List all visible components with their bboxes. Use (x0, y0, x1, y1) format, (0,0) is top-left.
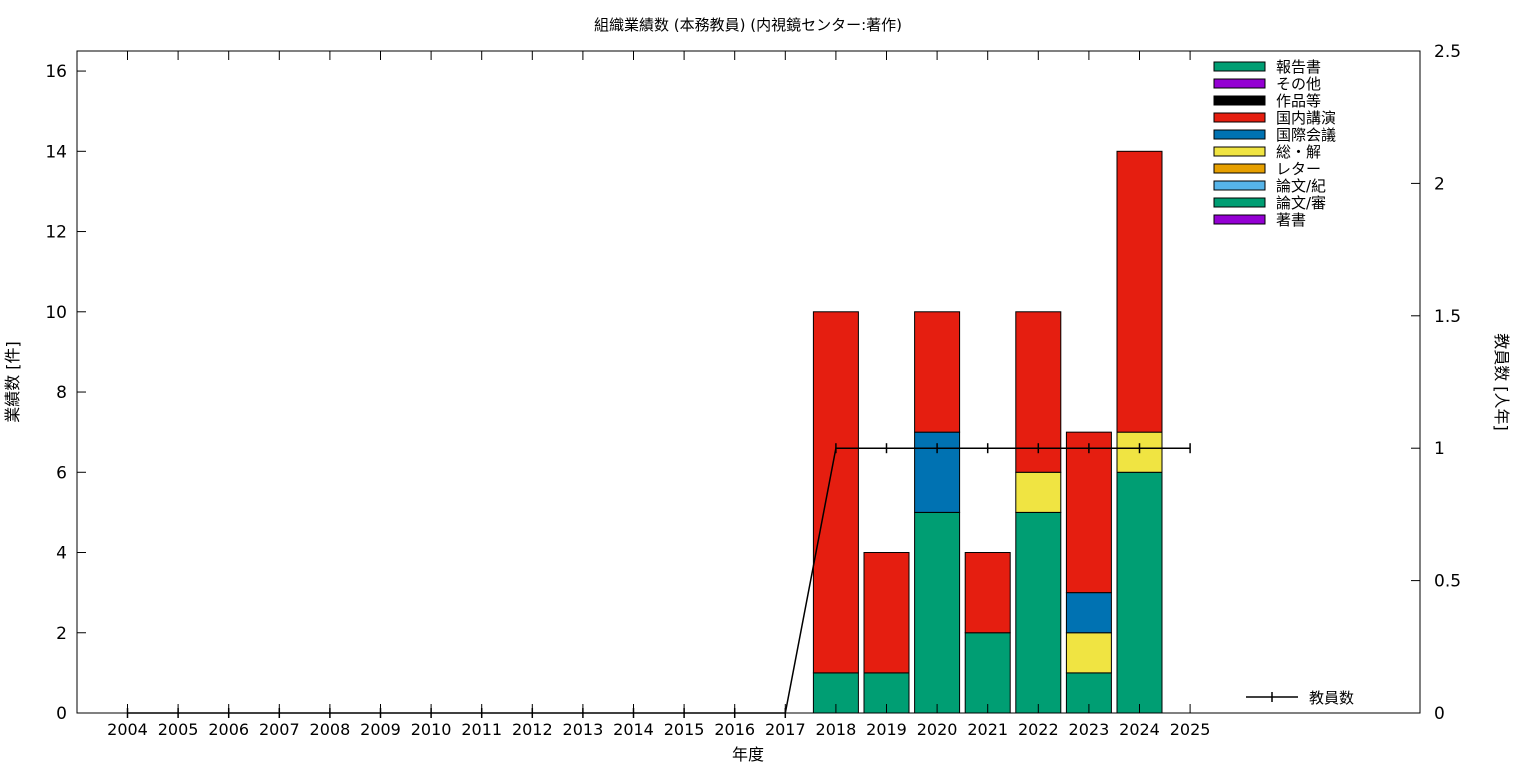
x-tick-label: 2020 (917, 720, 958, 739)
y2-axis-label: 教員数 [人年] (1492, 333, 1511, 431)
y2-tick-label: 2.5 (1434, 42, 1461, 62)
bars-layer (812, 150, 1163, 714)
bar-2022-論文/審 (1015, 511, 1062, 714)
plot-frame (76, 50, 1421, 714)
y-tick-label: 10 (45, 303, 67, 323)
x-axis-label: 年度 (732, 745, 764, 764)
y-axis-label: 業績数 [件] (3, 341, 22, 423)
x-tick-label: 2009 (360, 720, 401, 739)
y2-tick-label: 0.5 (1434, 572, 1461, 592)
x-tick-label: 2015 (664, 720, 705, 739)
x-tick-label: 2021 (967, 720, 1008, 739)
bar-2023-国際会議 (1065, 592, 1112, 634)
y2-tick-label: 1.5 (1434, 307, 1461, 327)
bar-2023-国内講演 (1065, 431, 1112, 594)
x-tick-label: 2006 (208, 720, 249, 739)
legend-label-著書: 著書 (1276, 211, 1306, 229)
y-tick-label: 12 (45, 223, 67, 243)
x-tick-label: 2018 (816, 720, 857, 739)
legend-swatch-総・解 (1213, 146, 1266, 157)
legend-swatch-その他 (1213, 78, 1266, 89)
x-tick-label: 2023 (1069, 720, 1110, 739)
bar-2019-国内講演 (863, 552, 910, 674)
x-tick-label: 2005 (158, 720, 199, 739)
x-tick-label: 2008 (310, 720, 351, 739)
legend-label-論文/審: 論文/審 (1276, 194, 1326, 212)
legend-swatch-著書 (1213, 214, 1266, 225)
legend-label-作品等: 作品等 (1276, 92, 1321, 110)
y-tick-label: 4 (56, 544, 67, 564)
y-tick-label: 2 (56, 624, 67, 644)
y-tick-label: 16 (45, 62, 67, 82)
x-tick-label: 2025 (1170, 720, 1211, 739)
x-tick-label: 2010 (411, 720, 452, 739)
legend-label-教員数: 教員数 (1309, 689, 1354, 707)
legend-swatch-作品等 (1213, 95, 1266, 106)
bar-2021-論文/審 (964, 632, 1011, 714)
bar-2020-国内講演 (914, 311, 961, 433)
chart-title: 組織業績数 (本務教員) (内視鏡センター:著作) (594, 16, 902, 34)
legend-swatch-国内講演 (1213, 112, 1266, 123)
x-tick-label: 2012 (512, 720, 553, 739)
x-tick-label: 2017 (765, 720, 806, 739)
legend-label-国際会議: 国際会議 (1276, 126, 1336, 144)
legend-label-その他: その他 (1276, 75, 1321, 93)
x-tick-label: 2019 (866, 720, 907, 739)
legend-label-論文/紀: 論文/紀 (1276, 177, 1326, 195)
legend-label-報告書: 報告書 (1276, 58, 1321, 76)
y-tick-label: 14 (45, 142, 67, 162)
bar-2024-論文/審 (1116, 471, 1163, 714)
x-tick-label: 2007 (259, 720, 300, 739)
legend-swatch-国際会議 (1213, 129, 1266, 140)
legend-label-国内講演: 国内講演 (1276, 109, 1336, 127)
x-tick-label: 2024 (1119, 720, 1160, 739)
y-tick-label: 0 (56, 704, 67, 724)
bar-2021-国内講演 (964, 552, 1011, 634)
bar-2018-国内講演 (812, 311, 859, 674)
x-tick-label: 2013 (563, 720, 604, 739)
y-tick-label: 8 (56, 383, 67, 403)
y2-tick-label: 0 (1434, 704, 1445, 724)
bar-2023-総・解 (1065, 632, 1112, 674)
legend-swatch-論文/紀 (1213, 180, 1266, 191)
y2-tick-label: 1 (1434, 439, 1445, 459)
legend-swatch-論文/審 (1213, 197, 1266, 208)
x-tick-label: 2014 (613, 720, 654, 739)
x-tick-label: 2011 (461, 720, 502, 739)
legend-swatch-報告書 (1213, 61, 1266, 72)
bar-2024-国内講演 (1116, 150, 1163, 433)
legend-swatch-レター (1213, 163, 1266, 174)
legend-label-レター: レター (1276, 160, 1321, 178)
y2-tick-label: 2 (1434, 174, 1445, 194)
x-tick-label: 2022 (1018, 720, 1059, 739)
axes-layer: 0 2 4 6 8 10 12 14 16 0 0.5 1 1.5 2 2.5 2004 2005 2006 200… (45, 42, 1461, 739)
x-tick-label: 2004 (107, 720, 148, 739)
bar-2020-論文/審 (914, 511, 961, 714)
bar-2022-総・解 (1015, 471, 1062, 513)
legend-label-総・解: 総・解 (1276, 143, 1321, 161)
x-tick-label: 2016 (714, 720, 755, 739)
y-tick-label: 6 (56, 463, 67, 483)
